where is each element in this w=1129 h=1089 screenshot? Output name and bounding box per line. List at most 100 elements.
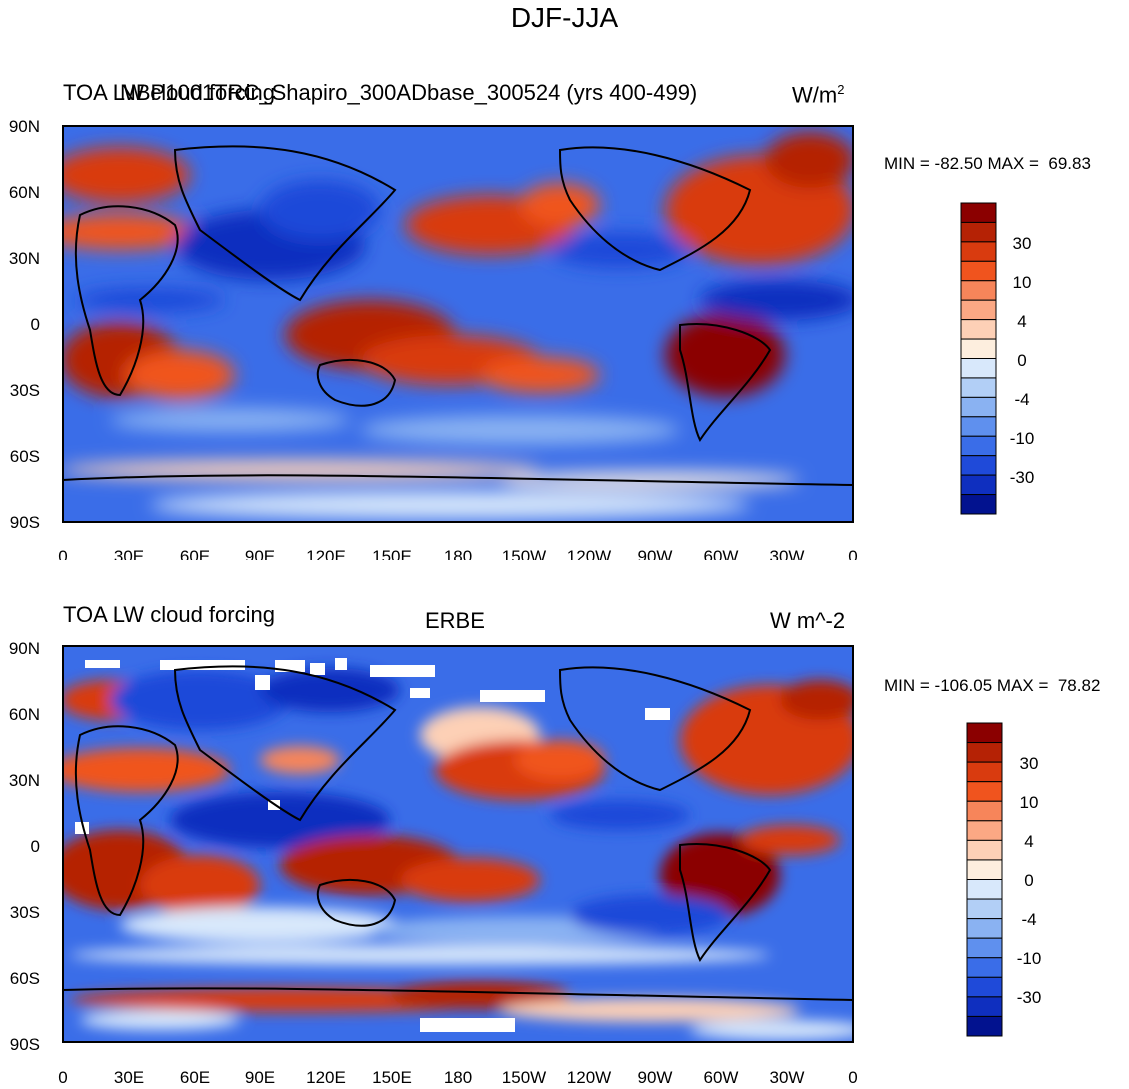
bottom-plot-frame <box>62 645 854 1043</box>
top-colorbar-label: 4 <box>1017 312 1026 331</box>
bottom-lat-ticks: 90N 60N 30N 0 30S 60S 90S <box>9 639 40 1054</box>
bottom-colorbar-label: -10 <box>1017 949 1042 968</box>
colorbar-swatch <box>966 1015 1003 1037</box>
bottom-left-title: TOA LW cloud forcing <box>63 602 275 627</box>
bottom-lat-tick: 30S <box>10 903 40 922</box>
top-lon-tick: 120E <box>306 547 346 560</box>
top-lat-tick: 60S <box>10 447 40 466</box>
bottom-lon-tick: 0 <box>58 1068 67 1087</box>
bottom-lon-tick: 60E <box>180 1068 210 1087</box>
bottom-lon-ticks: 0 30E 60E 90E 120E 150E 180 150W 120W 90… <box>58 1068 857 1087</box>
bottom-lat-tick: 60S <box>10 969 40 988</box>
top-lon-ticks: 0 30E 60E 90E 120E 150E 180 150W 120W 90… <box>58 547 857 560</box>
bottom-lat-tick: 90S <box>10 1035 40 1054</box>
top-center-title: NBP1001TRC_Shapiro_300ADbase_300524 (yrs… <box>120 80 698 105</box>
top-colorbar <box>960 202 997 515</box>
top-lat-tick: 30N <box>9 249 40 268</box>
top-coastlines <box>63 145 853 486</box>
top-lon-tick: 90E <box>245 547 275 560</box>
bottom-colorbar <box>966 722 1003 1037</box>
top-lon-tick: 60W <box>704 547 739 560</box>
bottom-missing-data <box>75 658 670 1032</box>
bottom-lon-tick: 90W <box>638 1068 673 1087</box>
bottom-lon-tick: 30E <box>114 1068 144 1087</box>
bottom-lon-tick: 150W <box>502 1068 546 1087</box>
colorbar-swatch <box>966 879 1003 900</box>
colorbar-swatch <box>966 800 1003 822</box>
top-lat-tick: 60N <box>9 183 40 202</box>
top-map: 90N 60N 30N 0 30S 60S 90S 0 30E 60E 90E … <box>9 117 1035 560</box>
top-colorbar-label: 10 <box>1013 273 1032 292</box>
top-colorbar-label: -10 <box>1010 429 1035 448</box>
colorbar-swatch <box>966 722 1003 744</box>
bottom-lat-tick: 90N <box>9 639 40 658</box>
top-lat-tick: 90N <box>9 117 40 136</box>
colorbar-swatch <box>966 918 1003 939</box>
top-lat-ticks: 90N 60N 30N 0 30S 60S 90S <box>9 117 40 532</box>
bottom-colorbar-label: -4 <box>1021 910 1036 929</box>
top-lon-tick: 120W <box>567 547 611 560</box>
colorbar-swatch <box>966 957 1003 978</box>
bottom-lon-tick: 120W <box>567 1068 611 1087</box>
bottom-lon-tick: 180 <box>444 1068 472 1087</box>
bottom-colorbar-label: -30 <box>1017 988 1042 1007</box>
top-colorbar-label: 0 <box>1017 351 1026 370</box>
top-lon-tick: 150W <box>502 547 546 560</box>
top-plot-frame <box>62 125 854 523</box>
bottom-colorbar-label: 4 <box>1024 832 1033 851</box>
top-units-base: W/m <box>792 82 838 108</box>
top-min-max: MIN = -82.50 MAX = 69.83 <box>884 154 1091 173</box>
colorbar-swatch <box>966 859 1003 880</box>
top-units: W/m2 <box>792 82 844 108</box>
bottom-lon-tick: 0 <box>848 1068 857 1087</box>
top-lat-tick: 30S <box>10 381 40 400</box>
top-lon-tick: 0 <box>848 547 857 560</box>
bottom-colorbar-labels: 30 10 4 0 -4 -10 -30 <box>1017 754 1042 1007</box>
bottom-lat-tick: 0 <box>31 837 40 856</box>
bottom-units: W m^-2 <box>770 608 846 633</box>
top-colorbar-label: -30 <box>1010 468 1035 487</box>
top-colorbar-label: -4 <box>1014 390 1029 409</box>
top-lon-tick: 30W <box>770 547 805 560</box>
colorbar-swatch <box>966 820 1003 841</box>
bottom-field <box>63 646 853 1042</box>
colorbar-swatch <box>966 996 1003 1017</box>
bottom-coastlines <box>63 665 853 1001</box>
colorbar-swatch <box>960 494 997 515</box>
top-lon-tick: 180 <box>444 547 472 560</box>
colorbar-swatch <box>966 742 1003 763</box>
colorbar-swatch <box>966 839 1003 861</box>
colorbar-swatch <box>966 781 1003 802</box>
top-left-title: TOA LW cloud forcing <box>63 80 275 105</box>
bottom-colorbar-label: 0 <box>1024 871 1033 890</box>
bottom-center-title: ERBE <box>425 608 485 633</box>
top-lat-tick: 90S <box>10 513 40 532</box>
top-lon-tick: 30E <box>114 547 144 560</box>
colorbar-swatch <box>966 761 1003 783</box>
bottom-lon-tick: 60W <box>704 1068 739 1087</box>
top-lon-tick: 90W <box>638 547 673 560</box>
top-field <box>63 126 853 522</box>
bottom-min-max: MIN = -106.05 MAX = 78.82 <box>884 676 1101 695</box>
colorbar-swatch <box>966 898 1003 920</box>
top-lat-tick: 0 <box>31 315 40 334</box>
bottom-colorbar-label: 10 <box>1020 793 1039 812</box>
colorbar-swatch <box>966 976 1003 998</box>
figure-title: DJF-JJA <box>510 2 619 33</box>
bottom-lon-tick: 30W <box>770 1068 805 1087</box>
colorbar-swatch <box>966 937 1003 959</box>
bottom-colorbar-label: 30 <box>1020 754 1039 773</box>
top-lon-tick: 150E <box>372 547 412 560</box>
top-units-exponent: 2 <box>837 82 845 97</box>
bottom-lat-tick: 30N <box>9 771 40 790</box>
top-lon-tick: 60E <box>180 547 210 560</box>
top-lon-tick: 0 <box>58 547 67 560</box>
top-panel: TOA LW cloud forcing NBP1001TRC_Shapiro_… <box>9 80 1091 560</box>
bottom-lon-tick: 120E <box>306 1068 346 1087</box>
bottom-lat-tick: 60N <box>9 705 40 724</box>
top-colorbar-labels: 30 10 4 0 -4 -10 -30 <box>1010 234 1035 487</box>
bottom-lon-tick: 90E <box>245 1068 275 1087</box>
bottom-lon-tick: 150E <box>372 1068 412 1087</box>
